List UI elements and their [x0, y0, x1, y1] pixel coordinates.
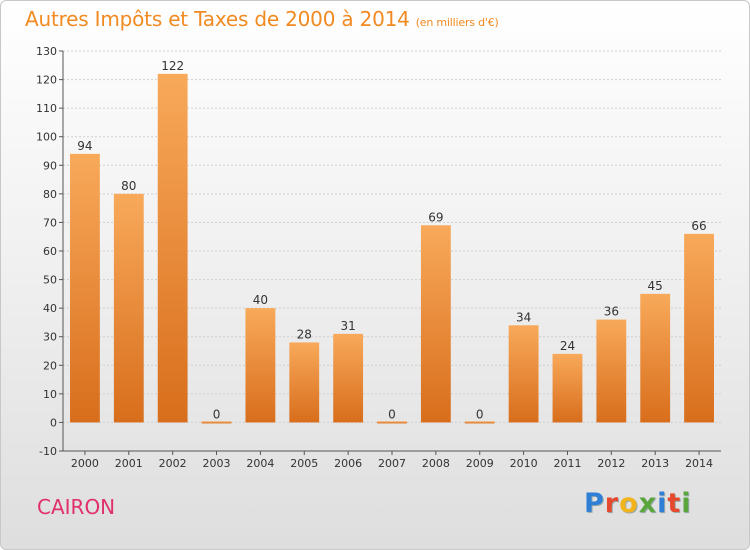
- bar: [201, 421, 232, 424]
- data-label: 69: [428, 210, 443, 224]
- data-label: 24: [560, 339, 575, 353]
- x-tick-label: 2013: [641, 457, 669, 470]
- logo-letter: x: [638, 488, 658, 519]
- logo-letter: i: [657, 488, 668, 519]
- y-tick-label: 70: [43, 216, 57, 229]
- data-label: 0: [388, 407, 396, 421]
- y-tick-label: 30: [43, 331, 57, 344]
- y-tick-label: 50: [43, 274, 57, 287]
- y-tick-label: -10: [39, 445, 57, 458]
- logo-letter: i: [681, 488, 692, 519]
- data-label: 28: [297, 327, 312, 341]
- data-label: 0: [476, 407, 484, 421]
- logo-letter: t: [667, 488, 682, 519]
- chart-subtitle: (en milliers d'€): [415, 16, 499, 29]
- data-label: 34: [516, 310, 531, 324]
- data-label: 40: [253, 293, 268, 307]
- x-tick-label: 2000: [71, 457, 99, 470]
- data-label: 0: [213, 407, 221, 421]
- bar: [640, 293, 671, 423]
- bar: [596, 319, 627, 423]
- bar: [420, 225, 451, 423]
- y-tick-label: 120: [36, 74, 57, 87]
- bar: [333, 333, 364, 423]
- x-tick-label: 2001: [115, 457, 143, 470]
- logo-letter: P: [584, 488, 605, 519]
- y-tick-label: 20: [43, 359, 57, 372]
- data-label: 80: [121, 179, 136, 193]
- x-tick-label: 2003: [203, 457, 231, 470]
- x-tick-label: 2012: [597, 457, 625, 470]
- data-label: 66: [691, 219, 706, 233]
- logo-letter: o: [619, 488, 639, 519]
- bar: [552, 353, 583, 423]
- bar: [508, 325, 539, 423]
- data-label: 45: [648, 279, 663, 293]
- x-tick-label: 2002: [159, 457, 187, 470]
- x-tick-label: 2007: [378, 457, 406, 470]
- data-label: 94: [77, 139, 92, 153]
- x-tick-label: 2009: [466, 457, 494, 470]
- bar: [113, 193, 144, 423]
- logo-letter: r: [604, 488, 620, 519]
- data-label: 36: [604, 305, 619, 319]
- chart-title: Autres Impôts et Taxes de 2000 à 2014 (en…: [25, 7, 499, 31]
- chart-title-text: Autres Impôts et Taxes de 2000 à 2014: [25, 7, 410, 31]
- data-label: 31: [340, 319, 355, 333]
- bar: [245, 308, 276, 423]
- data-label: 122: [161, 59, 184, 73]
- x-tick-label: 2006: [334, 457, 362, 470]
- y-tick-label: 0: [50, 416, 57, 429]
- y-tick-label: 40: [43, 302, 57, 315]
- y-tick-label: 10: [43, 388, 57, 401]
- bar: [464, 421, 495, 424]
- y-tick-label: 100: [36, 131, 57, 144]
- commune-name: CAIRON: [37, 495, 116, 519]
- bar: [684, 233, 714, 423]
- x-tick-label: 2014: [685, 457, 713, 470]
- y-tick-label: 60: [43, 245, 57, 258]
- x-tick-label: 2010: [510, 457, 538, 470]
- bar: [70, 153, 100, 423]
- x-tick-label: 2008: [422, 457, 450, 470]
- bar: [157, 73, 188, 423]
- bar: [289, 342, 320, 423]
- y-tick-label: 130: [36, 45, 57, 58]
- proxiti-logo: Proxiti: [584, 488, 692, 519]
- y-tick-label: 90: [43, 159, 57, 172]
- y-tick-label: 80: [43, 188, 57, 201]
- x-tick-label: 2011: [553, 457, 581, 470]
- x-tick-label: 2005: [290, 457, 318, 470]
- bar: [377, 421, 407, 424]
- x-tick-label: 2004: [246, 457, 274, 470]
- y-tick-label: 110: [36, 102, 57, 115]
